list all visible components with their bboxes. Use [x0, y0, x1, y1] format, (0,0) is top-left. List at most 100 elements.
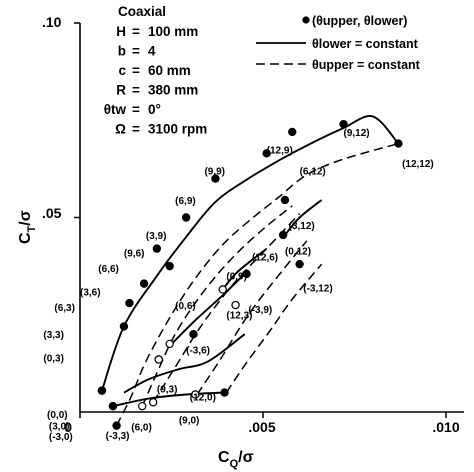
data-point	[148, 398, 158, 407]
data-point-label: (9,0)	[179, 416, 200, 427]
series-line-upper-constant	[196, 240, 308, 395]
plot-axes	[74, 22, 464, 418]
data-point	[181, 213, 191, 222]
point-labels-layer: (0,0)(3,0)(-3,0) (-3,3)(6,0) (9,0) (12,0) (0…	[43, 128, 433, 443]
data-point	[394, 139, 403, 148]
data-point	[152, 244, 162, 253]
param-name: Ω	[115, 122, 126, 137]
data-point-label: (0,12)	[285, 246, 311, 257]
y-tick-label-top: .10	[42, 14, 62, 30]
data-point-label: (9,12)	[344, 128, 370, 139]
x-tick-label-zero: 0	[64, 419, 72, 435]
data-point-label: (0,9)	[226, 272, 247, 283]
data-point	[295, 259, 304, 269]
param-value: 100 mm	[148, 24, 198, 39]
params-title: Coaxial	[118, 4, 166, 19]
param-equals: =	[132, 122, 140, 137]
data-point-label: (-3,3)	[106, 431, 130, 442]
data-point-label: (9,3)	[157, 385, 178, 396]
x-tick-label-mid: .005	[248, 419, 275, 435]
legend-entry-points: (θupper, θlower)	[312, 14, 407, 28]
param-name: c	[118, 63, 126, 78]
legend-entry-lower-constant: θlower = constant	[312, 37, 419, 51]
series-line-lower-constant	[112, 391, 223, 408]
data-point	[125, 298, 134, 308]
data-point-label: (9,6)	[124, 248, 145, 259]
param-value: 380 mm	[148, 83, 198, 98]
data-point	[97, 386, 107, 395]
param-name: b	[118, 44, 126, 59]
data-point-label: (6,0)	[131, 423, 152, 434]
legend: (θupper, θlower) θlower = constant θuppe…	[256, 14, 421, 72]
data-point-label: (3,6)	[80, 287, 101, 298]
data-point	[220, 388, 229, 397]
data-point-label: (-3,6)	[186, 346, 210, 357]
data-point-label: (-3,0)	[49, 432, 73, 443]
data-point-label: (0,3)	[43, 353, 64, 364]
data-point	[119, 322, 129, 331]
legend-dot-marker	[302, 16, 310, 24]
series-line-upper-constant	[225, 263, 323, 394]
param-equals: =	[132, 63, 140, 78]
data-point	[189, 330, 198, 339]
param-value: 3100 rpm	[148, 122, 207, 137]
data-point-label: (6,3)	[54, 303, 75, 314]
param-equals: =	[132, 83, 140, 98]
x-tick-label-right: .010	[432, 419, 459, 435]
series-line-lower-constant	[170, 273, 246, 345]
param-value: 60 mm	[148, 63, 191, 78]
param-name: θtw	[104, 102, 127, 117]
data-point	[108, 401, 118, 411]
param-name: H	[116, 24, 126, 39]
data-point	[339, 119, 348, 129]
param-value: 4	[148, 44, 156, 59]
param-value: 0°	[148, 102, 161, 117]
data-point-label: (12,12)	[402, 159, 434, 170]
data-point	[139, 279, 149, 288]
series-line-upper-constant	[152, 213, 301, 403]
data-point-label: (0,6)	[175, 301, 196, 312]
data-point-label: (12,0)	[190, 392, 216, 403]
parameter-block: Coaxial H = 100 mm b = 4 c = 60 mm R = 380 mm θtw = 0°…	[104, 4, 208, 137]
data-point	[242, 269, 251, 279]
series-line-lower-constant	[101, 115, 400, 391]
data-point-label: (6,12)	[300, 167, 326, 178]
y-axis-title: CT/σ	[17, 210, 38, 244]
data-point	[154, 355, 163, 364]
data-point-label: (-3,9)	[248, 305, 272, 316]
data-point	[191, 390, 200, 399]
points-layer	[97, 119, 403, 430]
data-point	[262, 149, 271, 158]
data-point-label: (12,6)	[252, 252, 278, 263]
curves-layer	[101, 115, 400, 426]
data-point	[138, 401, 147, 411]
data-point-label: (0,0)	[47, 410, 68, 421]
data-point-label: (3,12)	[289, 221, 315, 232]
data-point-label: (12,9)	[267, 145, 293, 156]
data-point-label: (3,9)	[146, 231, 167, 242]
series-line-lower-constant	[221, 247, 268, 291]
legend-entry-upper-constant: θupper = constant	[312, 58, 421, 72]
data-point-label: (6,6)	[98, 264, 119, 275]
data-point	[165, 339, 174, 349]
data-point-label: (6,9)	[175, 196, 196, 207]
param-equals: =	[132, 102, 140, 117]
data-point-label: (12,3)	[226, 311, 252, 322]
params-rows: H = 100 mm b = 4 c = 60 mm R = 380 mm θtw = 0° Ω = 3100 r…	[104, 24, 208, 137]
data-point	[278, 230, 288, 240]
param-equals: =	[132, 44, 140, 59]
series-line-upper-constant	[115, 142, 399, 426]
data-point	[288, 127, 297, 137]
data-point-label: (-3,12)	[303, 283, 332, 294]
data-point	[211, 174, 220, 183]
data-point-label: (3,0)	[49, 422, 70, 433]
data-point	[280, 195, 290, 205]
data-point	[218, 285, 227, 294]
param-name: R	[116, 83, 126, 98]
data-point	[165, 261, 174, 271]
series-line-lower-constant	[123, 333, 246, 394]
param-equals: =	[132, 24, 140, 39]
x-axis-title: CQ/σ	[218, 449, 254, 470]
data-point	[112, 421, 121, 430]
